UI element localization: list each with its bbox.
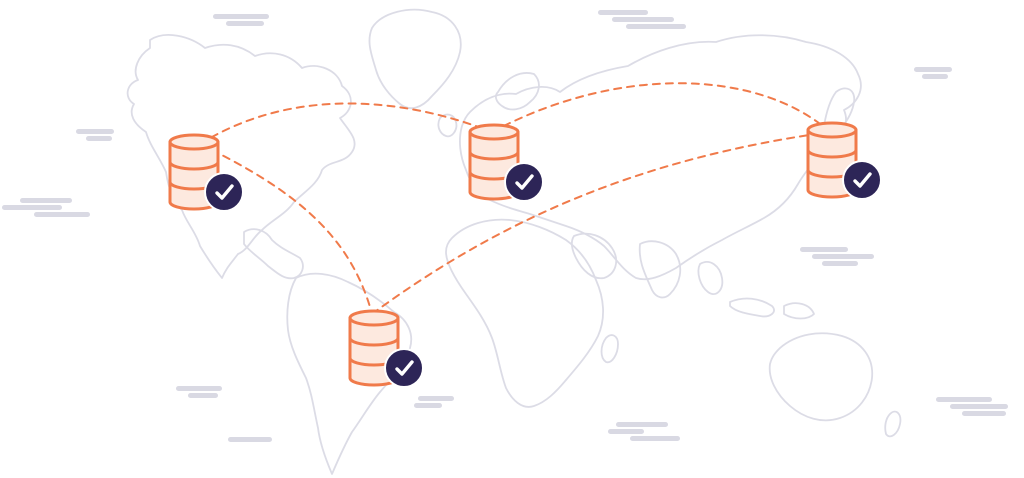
arabia-outline [570,232,618,280]
cloud-icon [213,14,269,26]
cloud-icon [914,67,952,79]
north-america-outline [126,34,356,279]
cloud-icon [228,437,272,442]
checkmark-badge-icon [504,162,544,202]
replication-routes [199,82,831,315]
new-zealand-outline [884,410,902,438]
database-node-south-america [348,309,424,388]
southeast-asia-outline [697,261,724,295]
cloud-icon [176,386,222,398]
indonesia-outline [729,297,775,318]
new-guinea-outline [783,302,815,320]
madagascar-outline [600,334,619,364]
database-nodes [168,121,882,388]
cloud-icon [936,397,1008,416]
india-outline [638,240,682,299]
database-node-north-america [168,133,244,212]
south-america-outline [286,272,413,475]
scandinavia-outline [495,72,540,111]
checkmark-badge-icon [204,172,244,212]
australia-outline [768,332,874,422]
world-map-outline [126,8,902,475]
clouds [2,10,1008,442]
route-europe-east-asia [491,82,831,133]
route-south-america-east-asia [371,131,831,315]
checkmark-badge-icon [842,160,882,200]
cloud-icon [2,198,90,217]
database-node-east-asia [806,121,882,200]
cloud-icon [800,247,874,266]
greenland-outline [368,8,462,110]
route-north-america-europe [199,102,493,145]
cloud-icon [76,129,114,141]
database-node-europe [468,123,544,202]
uk-outline [437,113,458,138]
central-america-outline [243,228,304,280]
cloud-icon [598,10,686,29]
eurasia-outline [459,34,862,281]
cloud-icon [608,422,680,441]
cloud-icon [414,396,454,408]
africa-outline [445,218,604,408]
route-north-america-south-america [199,143,373,315]
checkmark-badge-icon [384,348,424,388]
